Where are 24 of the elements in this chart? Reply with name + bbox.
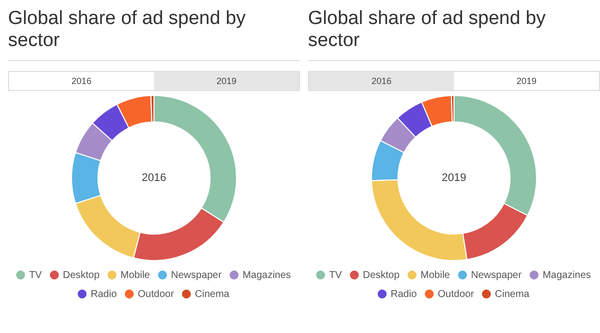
text: 2019 [442,172,466,184]
chart-title: Global share of ad spend by sector [308,8,600,61]
text: 2016 [309,72,454,90]
text: 2016 [142,172,166,184]
chart-title: Global share of ad spend by sector [8,8,300,61]
text: 2019 [454,72,599,90]
legend-label: Mobile [120,270,150,281]
legend-label: TV [29,270,42,281]
legend-label: Outdoor [438,288,475,300]
legend-label: Magazines [542,270,591,281]
legend-label: Cinema [194,288,230,300]
legend-label: Magazines [242,270,291,281]
legend-label: Mobile [420,270,450,281]
legend-label: Cinema [494,288,530,300]
legend-label: Radio [90,288,118,300]
legend-label: TV [329,270,342,281]
legend-label: Radio [390,288,418,300]
legend-label: Desktop [362,270,400,281]
legend-label: Newspaper [470,270,522,281]
legend-label: Newspaper [170,270,222,281]
text: 2016 [9,72,154,90]
text: 2019 [154,72,299,90]
legend-label: Outdoor [138,288,175,300]
legend-label: Desktop [62,270,100,281]
